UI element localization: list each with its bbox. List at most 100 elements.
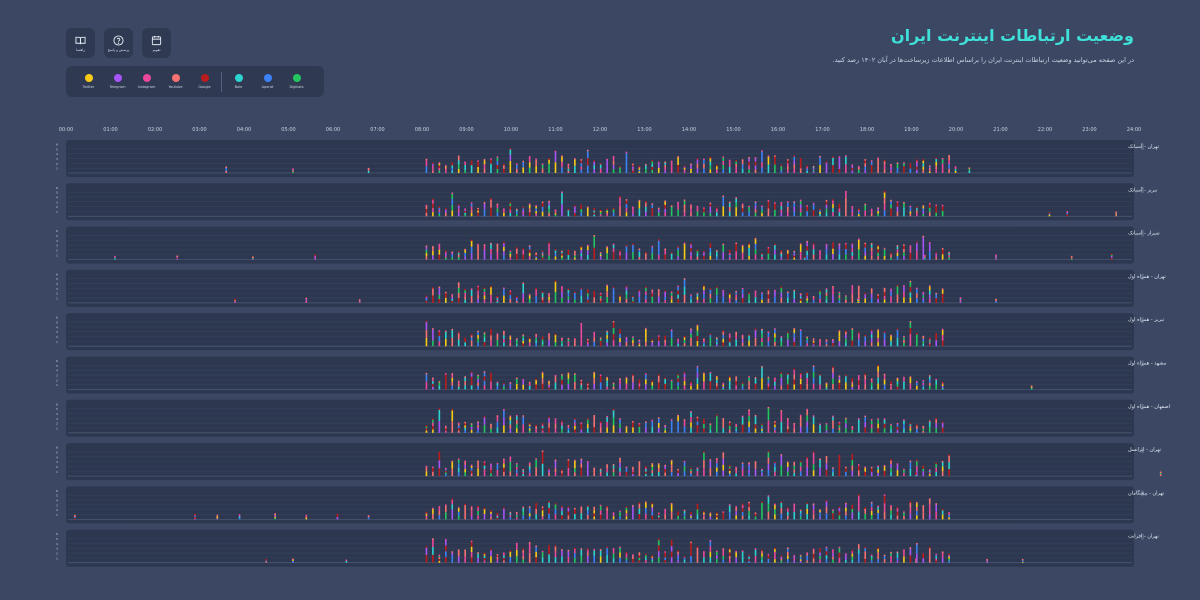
data-bar-segment — [851, 559, 854, 563]
data-bar-segment — [625, 203, 628, 209]
data-bar-segment — [638, 200, 641, 209]
data-bar-segment — [638, 344, 641, 347]
data-point-cap — [593, 414, 596, 417]
data-bar-segment — [438, 409, 441, 421]
data-point-cap — [896, 162, 899, 165]
calendar-button[interactable]: تقویم — [142, 28, 171, 58]
data-bar-segment — [522, 507, 525, 512]
data-bar-segment — [432, 255, 434, 260]
legend-item-youtube[interactable]: Youtube — [161, 74, 190, 89]
data-bar-segment — [722, 388, 725, 390]
data-bar-segment — [483, 472, 486, 477]
data-bar-segment — [748, 293, 750, 296]
guide-button[interactable]: راهنما — [66, 28, 95, 58]
data-bar-segment — [503, 342, 505, 347]
data-point-cap — [657, 207, 660, 210]
data-point-cap — [477, 552, 479, 554]
data-bar-segment — [677, 246, 679, 251]
data-point-cap — [580, 422, 583, 425]
data-bar-segment — [1066, 214, 1069, 217]
data-bar-segment — [651, 473, 654, 477]
legend-item-aparat[interactable]: Aparat — [253, 74, 282, 89]
data-point-cap — [683, 242, 686, 245]
data-bar-segment — [503, 255, 505, 260]
data-point-cap — [638, 379, 641, 382]
legend-item-google[interactable]: Google — [190, 74, 219, 89]
data-point-cap — [748, 375, 750, 378]
legend-item-telegram[interactable]: Telegram — [103, 74, 132, 89]
data-point-cap — [438, 330, 441, 332]
legend-item-digikala[interactable]: Digikala — [282, 74, 311, 89]
data-bar-segment — [916, 506, 918, 512]
data-bar-segment — [496, 515, 499, 517]
data-bar-segment — [786, 425, 789, 430]
data-bar-segment — [832, 553, 834, 557]
data-bar-segment — [457, 511, 460, 516]
data-bar-segment — [761, 428, 763, 431]
data-point-cap — [651, 555, 654, 557]
data-bar-segment — [586, 552, 589, 556]
y-tick-label: 4 — [56, 542, 58, 546]
data-point-cap — [573, 338, 576, 340]
data-point-cap — [857, 494, 860, 496]
data-bar-segment — [741, 504, 744, 509]
data-point-cap — [786, 291, 789, 294]
data-point-cap — [922, 159, 925, 161]
data-bar-segment — [690, 517, 692, 520]
data-bar-segment — [522, 335, 525, 338]
data-bar-segment — [909, 206, 912, 209]
data-bar-segment — [515, 469, 518, 473]
data-bar-segment — [890, 200, 892, 205]
data-bar-segment — [941, 254, 944, 260]
help-button[interactable]: پرسش و پاسخ — [104, 28, 133, 58]
data-point-cap — [851, 285, 854, 287]
data-bar-segment — [612, 212, 615, 217]
data-bar-segment — [845, 191, 847, 198]
data-bar-segment — [909, 208, 912, 212]
data-bar-segment — [651, 340, 654, 343]
data-point-cap — [941, 247, 944, 250]
legend-item-bale[interactable]: Bale — [224, 74, 253, 89]
data-bar-segment — [483, 168, 486, 173]
data-point-cap — [554, 374, 557, 377]
data-bar-segment — [690, 471, 692, 474]
data-point-cap — [819, 423, 821, 426]
data-bar-segment — [606, 422, 608, 428]
data-bar-segment — [825, 500, 828, 507]
legend-item-instagram[interactable]: Instagram — [132, 74, 161, 89]
data-bar-segment — [877, 423, 879, 429]
data-point-cap — [883, 331, 886, 333]
data-bar-segment — [709, 255, 712, 260]
data-bar-segment — [645, 295, 647, 299]
data-point-cap — [664, 290, 667, 293]
data-bar-segment — [703, 159, 705, 164]
data-bar-segment — [612, 295, 615, 303]
data-bar-segment — [651, 246, 654, 254]
data-point-cap — [735, 331, 738, 334]
data-bar-segment — [438, 559, 441, 561]
data-bar-segment — [606, 246, 608, 254]
data-bar-segment — [786, 418, 789, 423]
data-bar-segment — [909, 327, 912, 335]
legend-item-twitter[interactable]: Twitter — [74, 74, 103, 89]
data-bar-segment — [548, 387, 550, 390]
data-bar-segment — [716, 376, 718, 380]
data-bar-segment — [438, 207, 441, 210]
data-bar-segment — [657, 239, 660, 245]
data-point-cap — [619, 378, 621, 380]
data-bar-segment — [774, 378, 776, 382]
data-bar-segment — [696, 470, 699, 474]
data-bar-segment — [857, 239, 860, 250]
data-bar-segment — [761, 296, 763, 300]
data-point-cap — [657, 374, 660, 377]
data-point-cap — [483, 244, 486, 246]
data-bar-segment — [922, 236, 925, 249]
data-bar-segment — [864, 467, 867, 472]
data-point-cap — [838, 375, 841, 378]
data-bar-segment — [928, 547, 931, 556]
data-point-cap — [890, 163, 892, 166]
data-bar-segment — [677, 202, 679, 210]
data-bar-segment — [464, 162, 466, 165]
data-bar-segment — [496, 299, 499, 302]
data-point-cap — [857, 463, 860, 466]
